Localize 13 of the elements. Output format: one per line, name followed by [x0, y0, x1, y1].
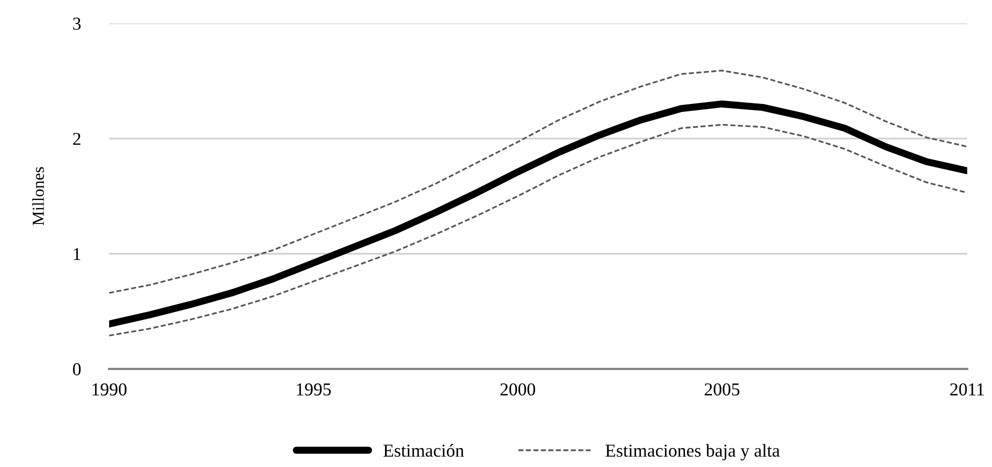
y-axis-title: Millones: [32, 167, 44, 226]
y-tick-label: 2: [73, 132, 80, 145]
legend-label: Estimaciones baja y alta: [606, 444, 780, 460]
line-series: [109, 70, 968, 294]
x-tick-label: 1990: [92, 383, 126, 396]
y-tick-label: 1: [74, 248, 80, 260]
x-tick-label: 1995: [296, 383, 331, 396]
x-tick-label: 2005: [704, 383, 740, 396]
x-tick-label: 2011: [950, 383, 984, 396]
y-tick-label: 0: [73, 363, 81, 376]
legend-label: Estimación: [383, 444, 464, 457]
x-tick-label: 2000: [500, 383, 536, 396]
y-tick-label: 3: [73, 18, 81, 30]
